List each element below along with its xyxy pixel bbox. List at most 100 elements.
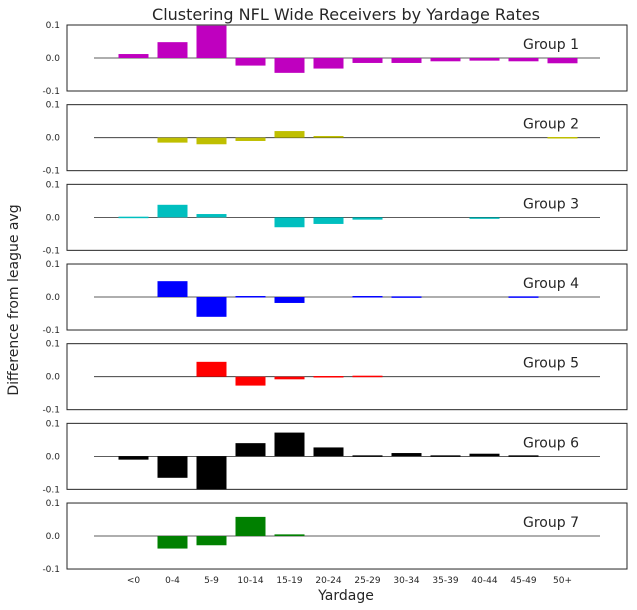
bar-group-1-15-19 (274, 58, 305, 73)
x-tick-label: 15-19 (276, 576, 302, 586)
bar-group-6-25-29 (352, 455, 383, 457)
panel-group-3: -0.1 0.0 0.1 Group 3 (42, 180, 628, 256)
x-tick-label: 35-39 (432, 576, 458, 586)
y-tick-label: -0.1 (42, 485, 60, 495)
bar-group-1-40-44 (469, 58, 500, 61)
x-tick-label: 5-9 (204, 576, 219, 586)
bar-group-6-10-14 (235, 443, 266, 457)
x-tick-label: 40-44 (471, 576, 497, 586)
bar-group-3-20-24 (313, 217, 344, 224)
bar-group-5-20-24 (313, 376, 344, 378)
bar-group-2-20-24 (313, 136, 344, 138)
panel-frame (66, 422, 628, 490)
bar-group-3-40-44 (469, 217, 500, 219)
bar-group-6-0-4 (157, 456, 188, 478)
panel-group-4: -0.1 0.0 0.1 Group 4 (42, 260, 628, 336)
bar-group-4-5-9 (196, 297, 227, 317)
y-tick-label: 0.0 (46, 293, 61, 303)
bar-group-4-25-29 (352, 296, 383, 298)
y-tick-label: -0.1 (42, 167, 60, 177)
panel-frame (66, 502, 628, 570)
panel-frame (66, 343, 628, 411)
panel-group-5: -0.1 0.0 0.1 Group 5 (42, 340, 628, 416)
y-tick-label: -0.1 (42, 565, 60, 575)
bar-group-4-0-4 (157, 281, 188, 298)
bar-group-6-40-44 (469, 453, 500, 457)
y-tick-label: 0.1 (46, 499, 60, 509)
panel-frame (66, 263, 628, 331)
group-label: Group 3 (523, 196, 579, 212)
bar-group-6-45-49 (508, 455, 539, 457)
bar-group-6-35-39 (430, 455, 461, 457)
bar-group-1-0-4 (157, 42, 188, 58)
bar-group-6-<0 (118, 456, 149, 460)
x-tick-label: 30-34 (393, 576, 419, 586)
bar-group-4-30-34 (391, 296, 422, 298)
y-tick-label: 0.1 (46, 419, 60, 429)
bar-group-6-5-9 (196, 456, 227, 490)
bar-group-6-30-34 (391, 453, 422, 457)
x-tick-label: 45-49 (510, 576, 536, 586)
group-label: Group 5 (523, 356, 579, 372)
y-tick-label: 0.1 (46, 260, 60, 270)
bar-group-5-10-14 (235, 376, 266, 386)
bar-group-7-0-4 (157, 536, 188, 549)
y-tick-label: -0.1 (42, 246, 60, 256)
bar-group-3-0-4 (157, 204, 188, 218)
y-tick-label: 0.0 (46, 532, 61, 542)
bar-group-1-<0 (118, 54, 149, 58)
bar-group-4-15-19 (274, 297, 305, 303)
x-tick-label: <0 (127, 576, 141, 586)
panel-frame (66, 24, 628, 92)
y-tick-label: 0.0 (46, 452, 61, 462)
group-label: Group 1 (523, 37, 579, 53)
panel-group-7: -0.1 0.0 0.1 Group 7 (42, 499, 628, 575)
bar-group-5-5-9 (196, 361, 227, 377)
panel-frame (66, 104, 628, 172)
bar-group-2-15-19 (274, 131, 305, 138)
bar-group-6-15-19 (274, 432, 305, 457)
bar-group-1-10-14 (235, 58, 266, 66)
bar-group-1-35-39 (430, 58, 461, 62)
group-label: Group 7 (523, 515, 579, 531)
y-tick-label: 0.1 (46, 21, 60, 31)
y-tick-label: 0.1 (46, 101, 60, 111)
bar-group-5-25-29 (352, 375, 383, 378)
bar-group-3-15-19 (274, 217, 305, 228)
group-label: Group 4 (523, 276, 579, 292)
y-tick-label: -0.1 (42, 87, 60, 97)
bar-group-1-30-34 (391, 58, 422, 63)
panel-group-1: -0.1 0.0 0.1 Group 1 (42, 21, 628, 97)
bar-group-3-5-9 (196, 214, 227, 218)
x-axis-label: Yardage (317, 588, 374, 604)
bar-group-1-20-24 (313, 58, 344, 69)
bar-group-7-5-9 (196, 536, 227, 546)
bar-group-2-0-4 (157, 137, 188, 143)
bar-group-2-50+ (547, 137, 578, 139)
y-tick-label: 0.0 (46, 213, 61, 223)
y-tick-label: 0.0 (46, 54, 61, 64)
group-label: Group 6 (523, 435, 579, 451)
bar-group-3-<0 (118, 216, 149, 219)
y-axis-label: Difference from league avg (6, 204, 22, 395)
x-tick-labels: <0 0-4 5-9 10-14 15-19 20-24 25-29 30-34 35-39 40… (127, 576, 572, 586)
chart-title: Clustering NFL Wide Receivers by Yardage… (152, 5, 540, 24)
x-tick-label: 50+ (553, 576, 572, 586)
x-tick-label: 20-24 (315, 576, 341, 586)
bar-group-4-45-49 (508, 296, 539, 298)
chart-panels: -0.1 0.0 0.1 Group 1 -0.1 0.0 0.1 Group 2 -0.1 0.… (42, 21, 628, 575)
bar-group-4-10-14 (235, 296, 266, 298)
x-tick-label: 25-29 (354, 576, 380, 586)
group-label: Group 2 (523, 117, 579, 133)
y-tick-label: 0.0 (46, 373, 61, 383)
bar-group-5-15-19 (274, 376, 305, 380)
x-tick-label: 10-14 (237, 576, 263, 586)
bar-group-1-25-29 (352, 58, 383, 63)
bar-group-7-10-14 (235, 516, 266, 537)
y-tick-label: -0.1 (42, 326, 60, 336)
bar-group-1-45-49 (508, 58, 539, 62)
bar-group-3-25-29 (352, 217, 383, 220)
bar-group-2-5-9 (196, 137, 227, 145)
y-tick-label: -0.1 (42, 406, 60, 416)
